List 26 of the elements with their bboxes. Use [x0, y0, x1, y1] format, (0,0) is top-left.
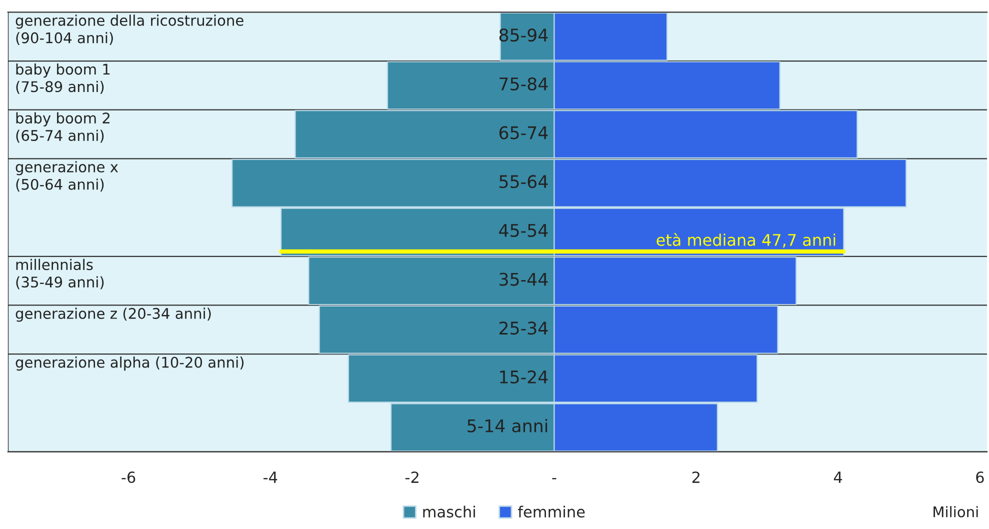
band-label: generazione della ricostruzione (90-104 anni) [16, 14, 244, 46]
band-label: baby boom 2 (65-74 anni) [16, 112, 110, 143]
y-tick-label: 35-44 [500, 272, 548, 286]
y-tick-label: 55-64 [500, 175, 548, 188]
y-tick-label: 15-24 [500, 370, 548, 384]
ref-line-label: età mediana 47,7 anni [656, 232, 836, 248]
y-tick-label: 5-14 anni [468, 418, 548, 432]
band-label: generazione alpha (10-20 anni) [16, 356, 244, 371]
y-tick-label: 75-84 [500, 77, 548, 90]
legend-label: femmine [518, 506, 585, 518]
band-label: generazione z (20-34 anni) [16, 308, 211, 322]
x-tick-label: - [552, 478, 556, 480]
x-tick-label: 4 [834, 472, 842, 483]
y-tick-label: 25-34 [499, 322, 548, 335]
x-tick-label: 6 [976, 471, 984, 484]
y-tick-label: 45-54 [499, 224, 548, 238]
y-tick-label: 65-74 [499, 126, 548, 140]
x-tick-label: 2 [692, 471, 700, 483]
x-tick-label: -4 [264, 472, 278, 483]
band-label: millennials (35-49 anni) [16, 258, 104, 290]
x-tick-label: -6 [122, 471, 136, 484]
legend-label: maschi [423, 506, 475, 518]
band-label: generazione x (50-64 anni) [16, 161, 118, 192]
x-axis-title: Milioni [934, 506, 978, 518]
band-label: baby boom 1 (75-89 anni) [16, 63, 110, 94]
x-tick-label: -2 [405, 471, 418, 483]
